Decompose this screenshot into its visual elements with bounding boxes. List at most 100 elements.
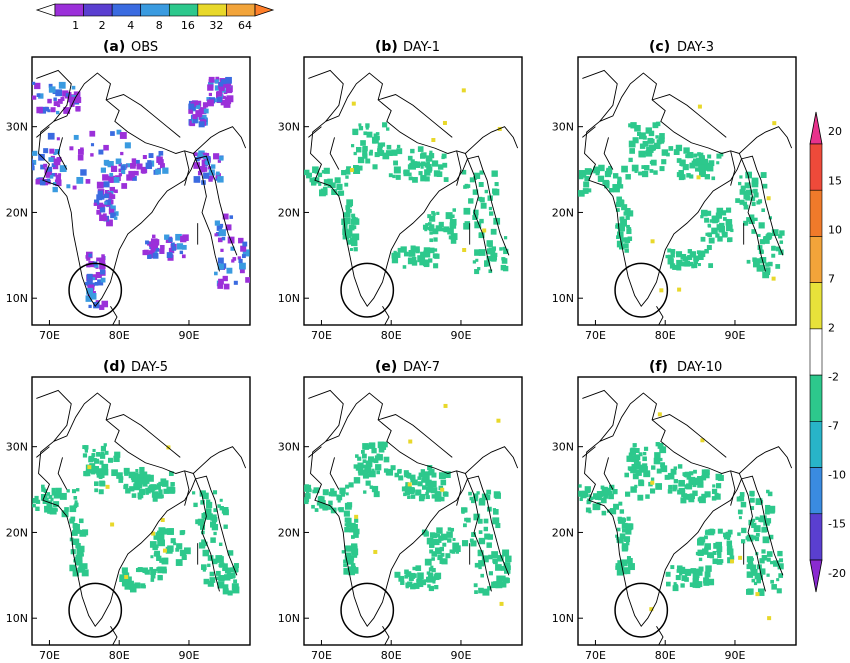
rain-cell — [199, 107, 207, 115]
rain-cell — [226, 87, 233, 94]
bias-cell — [366, 131, 373, 138]
bias-cell — [93, 457, 97, 462]
bias-cell — [357, 463, 363, 470]
rain-cell — [241, 254, 246, 259]
bias-cell — [688, 476, 696, 484]
rain-cell — [67, 97, 73, 103]
bias-cell — [778, 234, 783, 239]
bias-cell — [652, 122, 659, 129]
bias-cell — [659, 166, 665, 172]
bias-cell — [620, 559, 628, 567]
bias-cell — [486, 240, 493, 247]
bias-cell — [474, 269, 480, 275]
y-tick-label: 20N — [6, 206, 28, 219]
bias-cell — [392, 174, 396, 179]
colorbar-tick-label: 4 — [127, 19, 134, 32]
bias-cell — [419, 255, 426, 262]
bias-cell — [129, 486, 135, 492]
bias-cell — [752, 257, 757, 262]
colorbar-tick-label: 20 — [828, 125, 842, 138]
bias-cell — [627, 557, 633, 564]
bias-cell — [484, 263, 488, 267]
bias-cell — [624, 472, 630, 478]
bias-cell — [754, 572, 762, 580]
rain-cell — [45, 173, 50, 178]
bias-cell — [94, 481, 99, 487]
bias-cell — [613, 185, 620, 193]
bias-cell — [41, 484, 45, 489]
colorbar-cell — [809, 189, 823, 237]
bias-cell — [615, 208, 620, 212]
bias-cell — [625, 541, 630, 546]
rain-cell — [89, 293, 97, 300]
bias-cell — [767, 232, 771, 236]
rain-cell — [75, 96, 82, 104]
bias-cell — [415, 565, 422, 571]
bias-cell — [628, 123, 633, 128]
rain-cell — [218, 85, 225, 92]
bias-cell — [348, 203, 353, 208]
bias-cell — [678, 479, 685, 487]
bias-cell — [476, 491, 480, 495]
bias-cell — [73, 496, 78, 500]
bias-cell — [170, 487, 176, 493]
bias-cell — [773, 560, 780, 567]
bias-cell — [175, 547, 180, 552]
bias-cell — [179, 549, 187, 557]
bias-cell — [600, 497, 607, 504]
bias-cell — [203, 578, 210, 585]
bias-cell — [632, 137, 639, 144]
bias-cell — [706, 210, 712, 216]
bias-cell — [357, 456, 362, 461]
bias-cell — [227, 550, 234, 556]
bias-cell — [759, 515, 767, 523]
bias-cell — [410, 494, 416, 499]
bias-cell — [747, 185, 751, 189]
bias-cell — [492, 188, 498, 194]
bias-cell — [201, 530, 205, 535]
rain-cell — [103, 181, 110, 188]
bias-cell — [434, 547, 442, 555]
bias-cell — [474, 562, 480, 568]
bias-cell — [99, 460, 104, 465]
bias-cell — [469, 177, 475, 183]
y-tick-label: 10N — [6, 612, 28, 625]
colorbar-cell — [54, 3, 84, 17]
bias-cell — [73, 569, 77, 573]
rain-cell — [201, 114, 207, 121]
bias-cell — [493, 252, 498, 258]
bias-cell — [687, 254, 693, 261]
bias-cell — [222, 588, 229, 595]
bias-cell — [771, 584, 777, 590]
bias-cell — [408, 439, 413, 444]
rain-cell — [110, 131, 115, 136]
bias-cell — [149, 541, 157, 548]
bias-cell — [628, 140, 636, 148]
bias-cell — [355, 454, 359, 458]
bias-cell — [137, 492, 144, 499]
rain-cell — [213, 153, 220, 160]
bias-cell — [423, 247, 431, 254]
bias-cell — [51, 491, 56, 496]
colorbar-tick-label: 16 — [181, 19, 195, 32]
bias-cell — [631, 164, 639, 172]
bias-cell — [233, 579, 238, 584]
bias-cell — [739, 199, 745, 205]
bias-cell — [461, 540, 469, 547]
bias-cell — [478, 587, 484, 594]
bias-cell — [353, 477, 361, 484]
bias-cell — [484, 189, 489, 194]
rain-cell — [101, 300, 109, 308]
panel-label: (e) — [375, 359, 397, 375]
bias-cell — [490, 228, 497, 235]
bias-cell — [351, 234, 357, 239]
bias-cell — [353, 151, 357, 156]
bias-cell — [344, 517, 350, 523]
bias-cell — [129, 585, 137, 593]
rain-cell — [183, 234, 188, 240]
bias-cell — [153, 535, 159, 540]
bias-cell — [761, 549, 766, 554]
bias-cell — [608, 170, 613, 175]
